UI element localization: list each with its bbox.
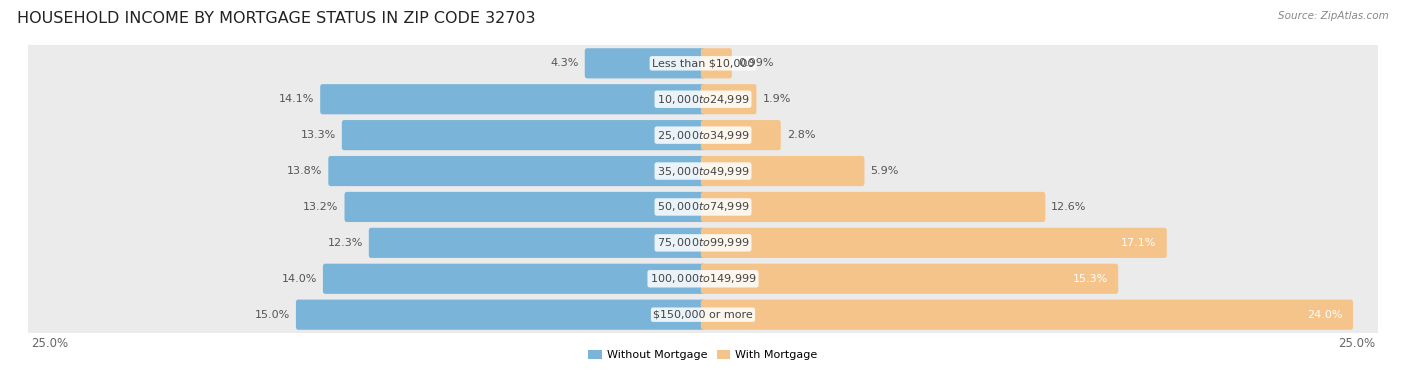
FancyBboxPatch shape	[700, 228, 1167, 258]
Text: 13.8%: 13.8%	[287, 166, 322, 176]
FancyBboxPatch shape	[344, 192, 706, 222]
FancyBboxPatch shape	[700, 120, 780, 150]
FancyBboxPatch shape	[295, 300, 706, 330]
FancyBboxPatch shape	[700, 156, 865, 186]
Text: $35,000 to $49,999: $35,000 to $49,999	[657, 164, 749, 178]
Text: $75,000 to $99,999: $75,000 to $99,999	[657, 236, 749, 249]
Text: $10,000 to $24,999: $10,000 to $24,999	[657, 93, 749, 106]
Text: 14.1%: 14.1%	[278, 94, 315, 104]
Text: 13.2%: 13.2%	[304, 202, 339, 212]
FancyBboxPatch shape	[700, 300, 1353, 330]
Text: 15.3%: 15.3%	[1073, 274, 1108, 284]
Text: $50,000 to $74,999: $50,000 to $74,999	[657, 200, 749, 214]
FancyBboxPatch shape	[27, 77, 1379, 121]
FancyBboxPatch shape	[27, 42, 1379, 85]
FancyBboxPatch shape	[342, 120, 706, 150]
Text: 2.8%: 2.8%	[787, 130, 815, 140]
Text: 14.0%: 14.0%	[281, 274, 316, 284]
Text: 13.3%: 13.3%	[301, 130, 336, 140]
FancyBboxPatch shape	[27, 113, 1379, 157]
Text: 25.0%: 25.0%	[31, 337, 67, 350]
Text: 0.99%: 0.99%	[738, 58, 773, 68]
Text: 25.0%: 25.0%	[1339, 337, 1375, 350]
Text: Less than $10,000: Less than $10,000	[652, 58, 754, 68]
Text: $150,000 or more: $150,000 or more	[654, 310, 752, 320]
FancyBboxPatch shape	[329, 156, 706, 186]
FancyBboxPatch shape	[321, 84, 706, 114]
FancyBboxPatch shape	[27, 257, 1379, 301]
Text: Source: ZipAtlas.com: Source: ZipAtlas.com	[1278, 11, 1389, 21]
FancyBboxPatch shape	[27, 293, 1379, 336]
Text: 12.6%: 12.6%	[1052, 202, 1087, 212]
Text: 5.9%: 5.9%	[870, 166, 898, 176]
Text: HOUSEHOLD INCOME BY MORTGAGE STATUS IN ZIP CODE 32703: HOUSEHOLD INCOME BY MORTGAGE STATUS IN Z…	[17, 11, 536, 26]
FancyBboxPatch shape	[27, 221, 1379, 265]
Text: 17.1%: 17.1%	[1121, 238, 1157, 248]
Text: 15.0%: 15.0%	[254, 310, 290, 320]
FancyBboxPatch shape	[368, 228, 706, 258]
Legend: Without Mortgage, With Mortgage: Without Mortgage, With Mortgage	[583, 345, 823, 364]
FancyBboxPatch shape	[27, 185, 1379, 229]
FancyBboxPatch shape	[27, 149, 1379, 193]
Text: 1.9%: 1.9%	[762, 94, 790, 104]
FancyBboxPatch shape	[700, 192, 1045, 222]
FancyBboxPatch shape	[700, 48, 733, 78]
FancyBboxPatch shape	[700, 264, 1118, 294]
Text: $25,000 to $34,999: $25,000 to $34,999	[657, 129, 749, 142]
Text: 4.3%: 4.3%	[550, 58, 579, 68]
Text: $100,000 to $149,999: $100,000 to $149,999	[650, 272, 756, 285]
FancyBboxPatch shape	[700, 84, 756, 114]
FancyBboxPatch shape	[323, 264, 706, 294]
Text: 24.0%: 24.0%	[1308, 310, 1343, 320]
Text: 12.3%: 12.3%	[328, 238, 363, 248]
FancyBboxPatch shape	[585, 48, 706, 78]
